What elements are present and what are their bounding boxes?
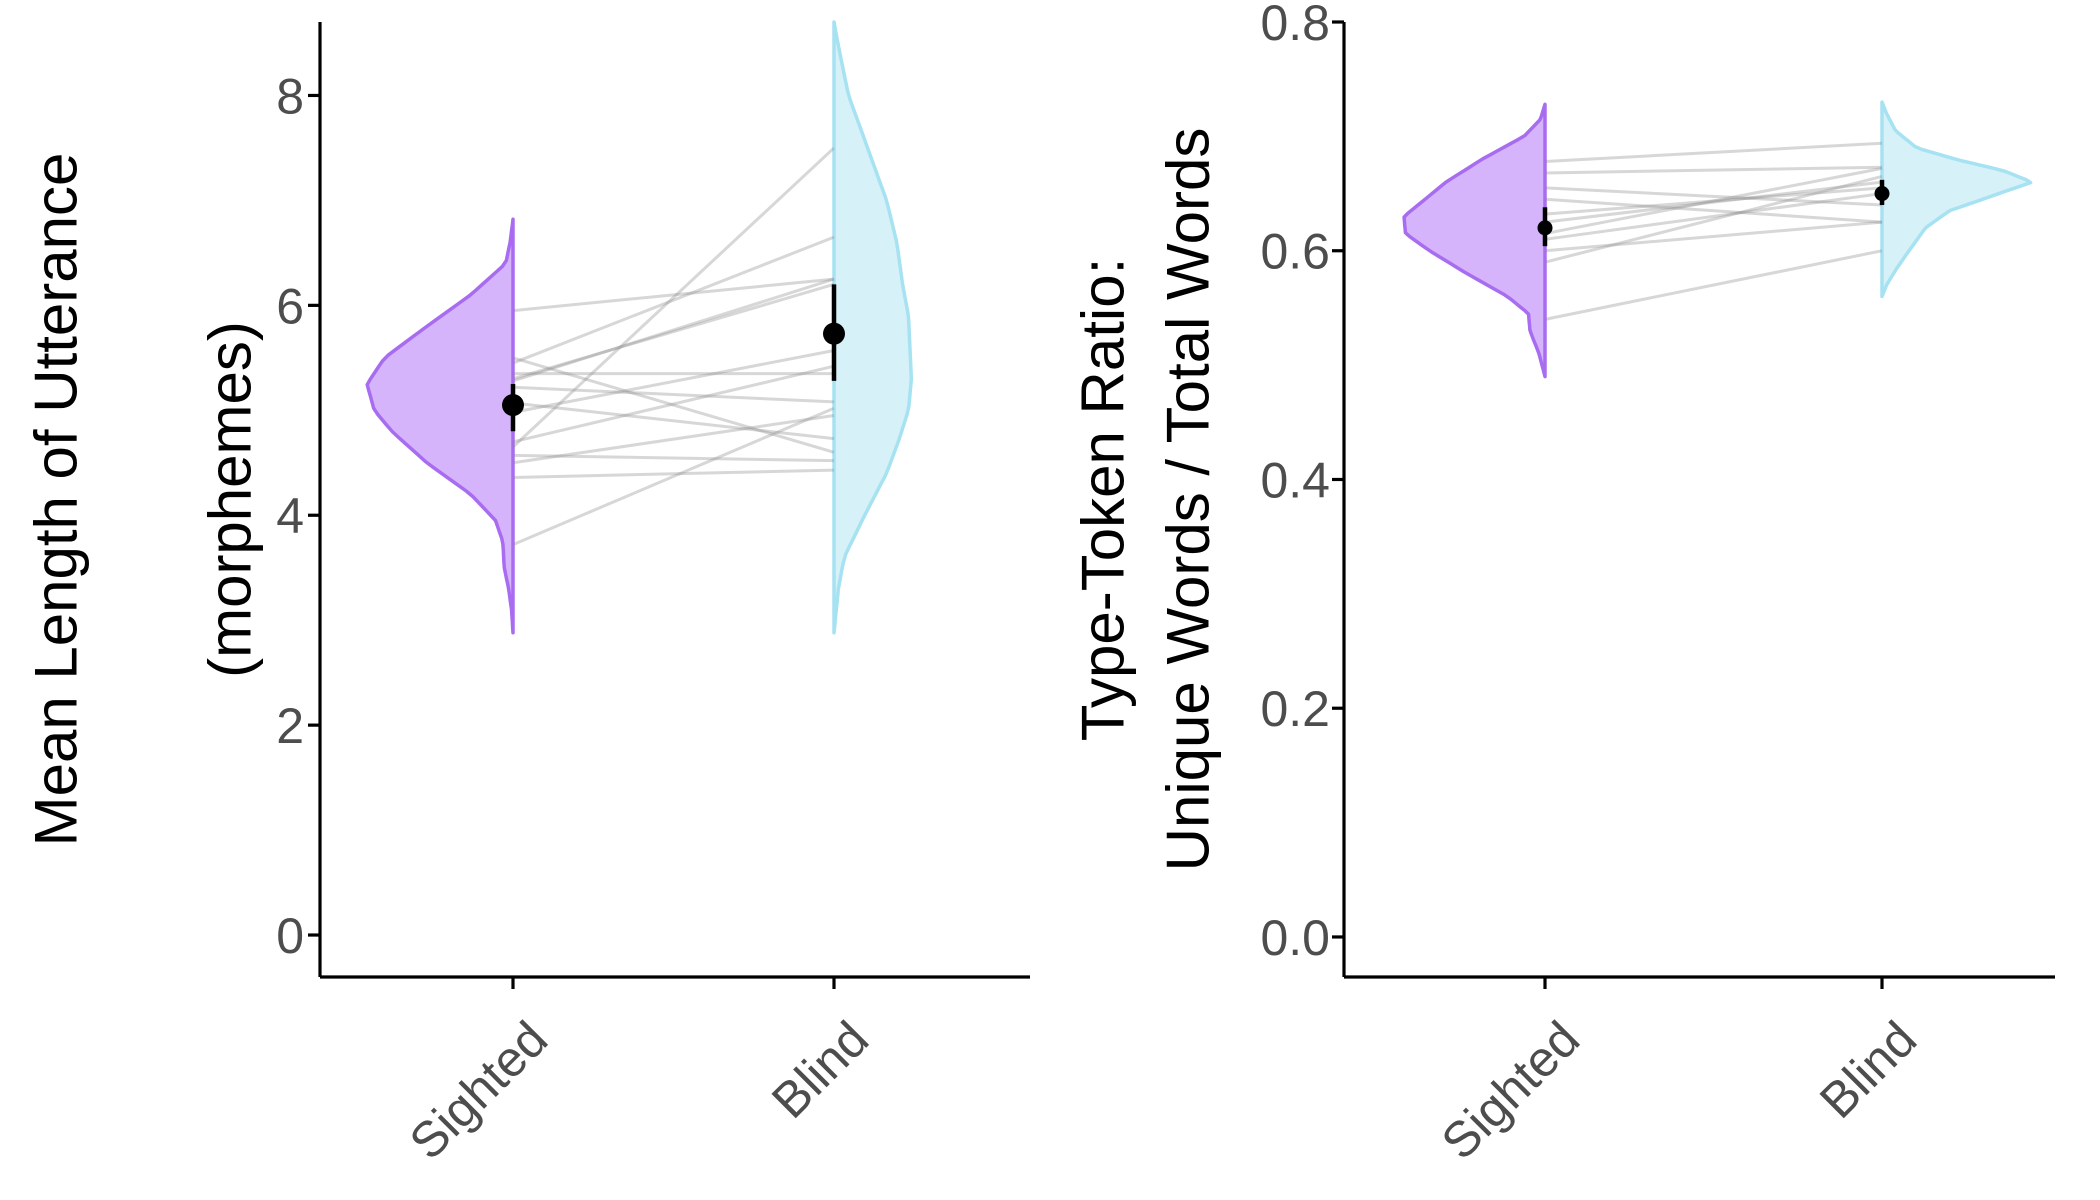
paired-line [1544,174,1883,264]
paired-line [512,277,835,313]
paired-line [1544,197,1883,224]
y-axis-title-line: Mean Length of Utterance [23,153,90,847]
y-tick-label: 8 [276,68,304,124]
paired-line [512,414,835,465]
y-tick-label: 0 [276,908,304,964]
paired-line [1544,165,1883,175]
paired-line [512,277,835,383]
paired-line [1544,192,1883,241]
density-blind [1880,100,2033,299]
y-tick-label: 0.0 [1260,910,1330,966]
ttr-panel: 0.0 0.2 0.4 0.6 0.8 Type-Token Ratio: Unique W… [1070,0,2055,1171]
paired-line [512,235,835,365]
paired-line [512,349,835,414]
density-sighted [1402,102,1547,379]
paired-line [511,146,836,449]
paired-line [512,385,835,404]
paired-line [1544,141,1883,164]
y-tick-label: 2 [276,698,304,754]
density-blind [832,20,914,635]
y-axis-title-line: Type-Token Ratio: [1070,258,1137,742]
x-tick-label: Sighted [399,1011,559,1171]
mean-point-blind [1874,186,1890,202]
paired-line [1544,220,1883,253]
mlu-panel: 0 2 4 6 8 Mean Length of Utterance (morphemes)… [23,20,1030,1171]
paired-line [1544,186,1883,207]
y-tick-label: 0.2 [1260,681,1330,737]
paired-line [1544,166,1883,236]
paired-line [512,453,835,463]
mean-point-blind [823,322,845,345]
y-tick-label: 4 [276,488,304,544]
mean-point-sighted [1537,220,1553,236]
paired-line [512,401,835,441]
x-tick-label: Sighted [1431,1011,1591,1171]
y-tick-label: 0.4 [1260,452,1330,508]
paired-line [1544,180,1883,224]
density-sighted [365,217,515,635]
y-axis-title-line: Unique Words / Total Words [1155,128,1222,872]
y-tick-label: 0.8 [1260,0,1330,51]
mean-point-sighted [502,394,524,417]
paired-line [512,364,835,444]
paired-line [512,356,835,454]
x-tick-label: Blind [761,1011,879,1129]
y-tick-label: 6 [276,278,304,334]
paired-line [512,406,835,547]
paired-line [512,282,835,381]
y-axis-title-line: (morphemes) [197,321,264,678]
y-tick-label: 0.6 [1260,224,1330,280]
paired-line [512,468,835,479]
x-tick-label: Blind [1809,1011,1927,1129]
paired-line [1544,186,1883,216]
paired-line [1544,249,1883,321]
